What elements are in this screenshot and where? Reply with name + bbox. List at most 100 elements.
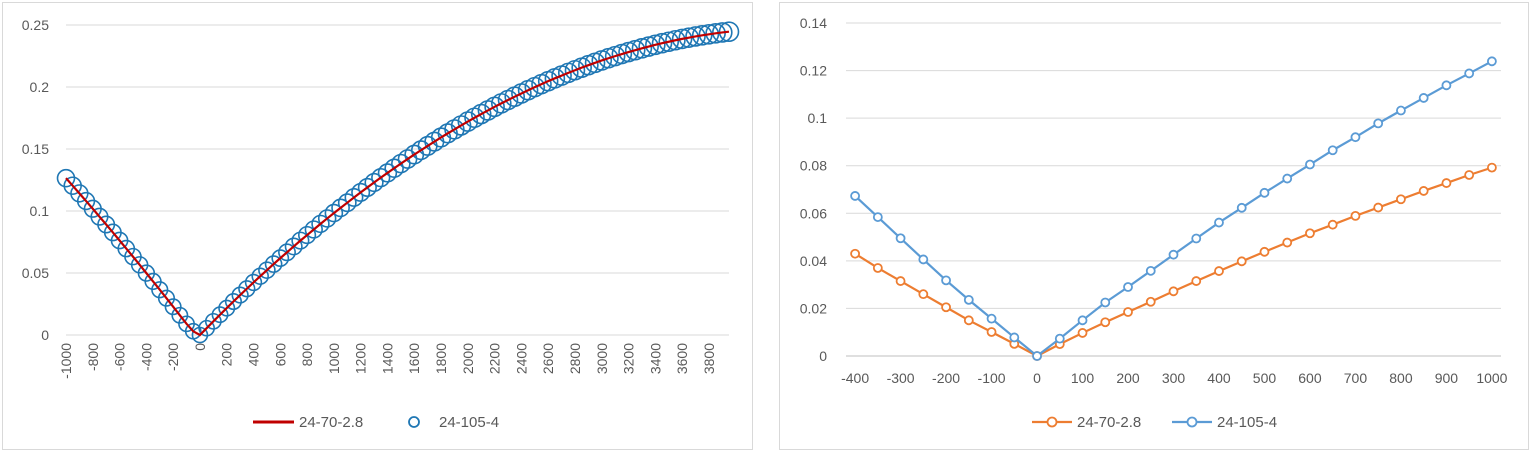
data-point <box>1259 246 1270 257</box>
data-point <box>645 34 666 56</box>
y-tick-label: 0.2 <box>30 79 50 95</box>
x-tick-label: -1000 <box>58 343 74 379</box>
data-point <box>391 153 411 174</box>
x-tick-label: 600 <box>1298 370 1322 386</box>
data-point <box>258 261 276 279</box>
data-point <box>1350 132 1361 143</box>
x-tick-label: 900 <box>1435 370 1459 386</box>
data-point <box>1123 282 1133 292</box>
data-point <box>377 163 398 183</box>
data-point <box>872 212 883 222</box>
data-point <box>311 214 330 234</box>
x-tick-label: 300 <box>1162 370 1186 386</box>
data-point <box>244 273 263 292</box>
data-point <box>164 298 182 316</box>
data-point <box>941 275 951 286</box>
data-point <box>1487 56 1497 67</box>
data-point <box>705 23 726 44</box>
x-tick-label: 800 <box>1389 370 1413 386</box>
data-point <box>224 292 242 311</box>
legend-label: 24-105-4 <box>439 414 499 431</box>
x-tick-label: 1000 <box>326 343 342 374</box>
data-point <box>698 23 720 45</box>
y-tick-label: 0.05 <box>22 265 49 281</box>
data-point <box>963 294 974 305</box>
data-point <box>658 31 680 53</box>
x-tick-label: -400 <box>841 370 869 386</box>
data-point <box>986 313 997 324</box>
x-tick-label: -800 <box>85 343 101 371</box>
data-point <box>218 299 236 317</box>
data-point <box>1396 194 1406 205</box>
chart-left: 0 0.05 0.1 0.15 0.2 0.25 -1000 -800 -600 -400 -200… <box>22 17 740 431</box>
data-point <box>1373 202 1384 213</box>
data-point <box>337 193 357 213</box>
data-point <box>1191 233 1202 244</box>
data-point <box>678 27 700 48</box>
data-point <box>304 220 323 239</box>
data-point <box>251 267 269 285</box>
x-tick-label: 2600 <box>540 343 556 374</box>
x-tick-label: -100 <box>978 370 1006 386</box>
data-point <box>284 237 303 256</box>
data-point <box>1214 217 1224 228</box>
x-tick-label: 3800 <box>701 343 717 374</box>
data-point <box>1077 315 1088 326</box>
data-point <box>1214 266 1224 276</box>
legend-swatch-marker <box>408 416 420 428</box>
data-point <box>712 22 733 43</box>
data-point <box>1191 276 1202 286</box>
x-tick-label: -200 <box>165 343 181 371</box>
x-tick-label: 0 <box>1033 370 1041 386</box>
x-tick-label: 500 <box>1253 370 1277 386</box>
x-tick-label: 100 <box>1071 370 1095 386</box>
data-point <box>1350 211 1361 221</box>
series-line-0 <box>854 166 1493 358</box>
y-tick-label: 0.14 <box>800 15 827 31</box>
y-tick-label: 0.25 <box>22 17 49 33</box>
data-point <box>238 280 256 298</box>
x-tick-label: 0 <box>192 343 208 351</box>
data-point <box>1009 332 1020 343</box>
data-point <box>1441 178 1452 188</box>
data-point <box>317 209 337 228</box>
data-point <box>671 28 693 50</box>
data-point <box>211 306 229 324</box>
data-point <box>1418 186 1429 196</box>
x-tick-label: 1600 <box>406 343 422 374</box>
data-point <box>665 29 686 51</box>
data-point <box>918 289 929 300</box>
data-point <box>1282 173 1293 184</box>
x-tick-label: 1000 <box>1476 370 1507 386</box>
data-point <box>1373 118 1384 129</box>
data-point <box>344 188 364 207</box>
x-tick-label: 700 <box>1344 370 1368 386</box>
data-point <box>1145 296 1156 307</box>
x-tick-label: -400 <box>138 343 154 371</box>
data-point <box>1236 202 1247 213</box>
data-point <box>1441 80 1452 91</box>
x-tick-label: 2400 <box>513 343 529 374</box>
chart-left-panel: 0 0.05 0.1 0.15 0.2 0.25 -1000 -800 -600 -400 -200… <box>2 2 753 450</box>
legend-label: 24-105-4 <box>1217 414 1277 431</box>
y-tick-label: 0.12 <box>800 63 827 79</box>
chart-right: 0 0.02 0.04 0.06 0.08 0.1 0.12 0.14 -400 -300 -200… <box>800 15 1508 431</box>
x-tick-label: 200 <box>219 343 235 367</box>
data-point <box>364 172 384 193</box>
data-point <box>651 32 673 54</box>
data-point <box>872 263 883 273</box>
data-point <box>1282 237 1293 248</box>
y-tick-label: 0 <box>819 348 827 364</box>
data-point <box>1305 228 1315 239</box>
data-point <box>297 225 317 245</box>
data-point <box>291 231 310 250</box>
data-point <box>895 276 906 286</box>
data-point <box>157 289 176 307</box>
y-tick-label: 0.04 <box>800 253 827 269</box>
x-tick-label: 800 <box>299 343 315 367</box>
y-tick-label: 0.1 <box>30 203 50 219</box>
x-tick-label: 2800 <box>567 343 583 374</box>
data-point <box>1327 219 1338 230</box>
y-tick-label: 0.1 <box>808 110 828 126</box>
x-tick-label: 1200 <box>353 343 369 374</box>
